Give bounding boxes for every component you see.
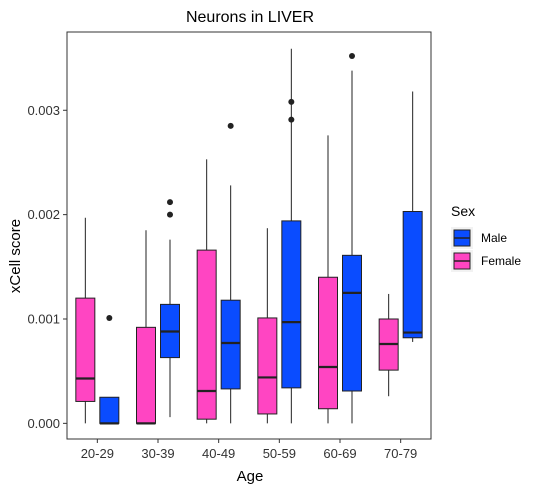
outlier-point [167, 199, 173, 206]
y-axis-title: xCell score [7, 219, 24, 293]
x-tick-label: 20-29 [81, 446, 114, 461]
chart-title: Neurons in LIVER [186, 9, 314, 26]
box-iqr [342, 254, 362, 392]
x-tick-label: 60-69 [323, 446, 356, 461]
y-tick-label: 0.000 [27, 416, 60, 431]
outlier-point [349, 53, 355, 60]
box-male-60-69 [342, 53, 362, 424]
y-tick-label: 0.003 [27, 103, 60, 118]
x-axis-title: Age [237, 468, 264, 485]
box-iqr [318, 276, 338, 410]
x-tick-label: 50-59 [263, 446, 296, 461]
box-iqr [281, 220, 302, 389]
legend-label-male: Male [481, 231, 507, 245]
box-iqr [99, 396, 120, 424]
box-female-70-79 [378, 293, 399, 397]
box-iqr [196, 249, 217, 420]
legend-title: Sex [451, 203, 475, 219]
box-series [75, 48, 423, 425]
box-female-20-29 [75, 217, 96, 424]
box-female-50-59 [257, 228, 278, 424]
y-tick-label: 0.002 [27, 207, 60, 222]
outlier-point [167, 211, 173, 218]
x-tick-label: 40-49 [202, 446, 235, 461]
y-axis: 0.000 0.001 0.002 0.003 [27, 103, 67, 431]
box-male-30-39 [160, 199, 180, 418]
box-female-40-49 [196, 159, 217, 424]
box-female-60-69 [318, 135, 338, 424]
box-iqr [257, 317, 278, 415]
outlier-point [227, 122, 234, 129]
x-tick-label: 70-79 [384, 446, 417, 461]
outlier-point [288, 98, 295, 105]
outlier-point [106, 314, 113, 321]
box-iqr [75, 297, 96, 402]
box-male-40-49 [220, 122, 241, 424]
plot-panel [66, 31, 432, 440]
box-male-50-59 [281, 48, 302, 424]
box-iqr [402, 210, 423, 339]
legend: Sex Male Female [451, 203, 521, 272]
box-male-20-29 [99, 314, 120, 425]
y-tick-label: 0.001 [27, 311, 60, 326]
box-iqr [220, 299, 241, 390]
outlier-point [288, 116, 295, 123]
legend-label-female: Female [481, 254, 521, 268]
x-tick-label: 30-39 [141, 446, 174, 461]
box-female-30-39 [136, 230, 156, 425]
box-male-70-79 [402, 91, 423, 342]
box-iqr [136, 326, 156, 424]
x-axis: 20-29 30-39 40-49 50-59 60-69 70-79 [81, 439, 417, 461]
